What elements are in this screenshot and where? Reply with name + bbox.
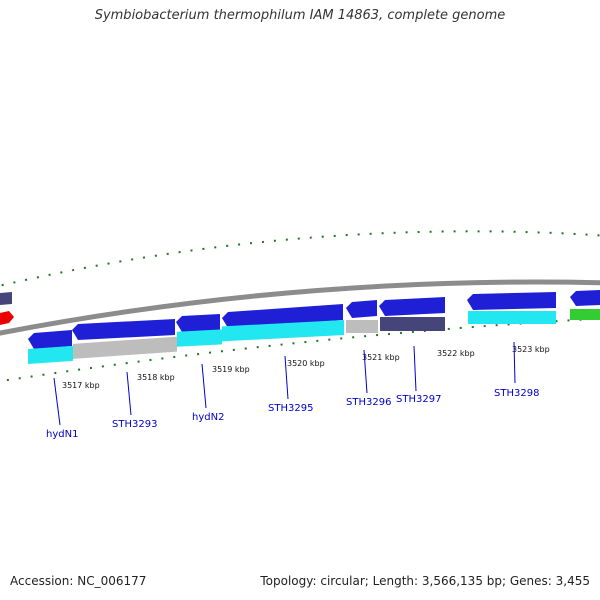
gene-label-STH3293[interactable]: STH3293 <box>112 419 157 430</box>
gene-arrow-1[interactable] <box>28 330 72 349</box>
gene-arrow-red[interactable] <box>0 311 14 325</box>
kbp-label: 3519 kbp <box>212 365 250 374</box>
kbp-label: 3517 kbp <box>62 381 100 390</box>
gene-arrow-8[interactable] <box>570 290 600 306</box>
gene-arrow-2[interactable] <box>72 319 175 340</box>
gene-block-4[interactable] <box>222 319 344 342</box>
gene-block-7[interactable] <box>468 311 556 324</box>
gene-label-STH3298[interactable]: STH3298 <box>494 388 539 399</box>
gene-label-STH3297[interactable]: STH3297 <box>396 394 441 405</box>
gene-label-hydN2[interactable]: hydN2 <box>192 412 224 423</box>
leader-line <box>513 341 516 384</box>
gene-arrow-5[interactable] <box>346 300 377 318</box>
gene-block-3[interactable] <box>177 329 222 347</box>
genome-summary-text: Topology: circular; Length: 3,566,135 bp… <box>260 574 590 588</box>
gene-block-8[interactable] <box>570 309 600 320</box>
outer-tick-ring <box>0 230 600 287</box>
leader-line <box>413 345 417 392</box>
leader-line <box>284 355 289 400</box>
gene-block-6[interactable] <box>380 317 445 331</box>
gene-block-1[interactable] <box>28 345 73 365</box>
gene-arrow-6[interactable] <box>379 297 445 316</box>
gene-label-hydN1[interactable]: hydN1 <box>46 429 78 440</box>
gene-arrow-3[interactable] <box>176 314 220 332</box>
kbp-label: 3518 kbp <box>137 373 175 382</box>
kbp-label: 3522 kbp <box>437 349 475 358</box>
leader-line <box>53 377 61 426</box>
map-title: Symbiobacterium thermophilum IAM 14863, … <box>94 8 506 23</box>
gene-label-STH3295[interactable]: STH3295 <box>268 403 313 414</box>
genome-backbone <box>0 279 600 336</box>
kbp-label: 3523 kbp <box>512 345 550 354</box>
gene-arrow-navy-left[interactable] <box>0 292 12 305</box>
leader-line <box>363 349 368 394</box>
gene-label-STH3296[interactable]: STH3296 <box>346 397 391 408</box>
gene-block-5[interactable] <box>346 320 378 333</box>
gene-block-2[interactable] <box>73 336 177 359</box>
leader-line <box>126 371 132 416</box>
accession-text: Accession: NC_006177 <box>10 574 147 588</box>
gene-arrow-7[interactable] <box>467 292 556 310</box>
kbp-label: 3520 kbp <box>287 359 325 368</box>
leader-line <box>201 363 207 409</box>
kbp-label: 3521 kbp <box>362 353 400 362</box>
